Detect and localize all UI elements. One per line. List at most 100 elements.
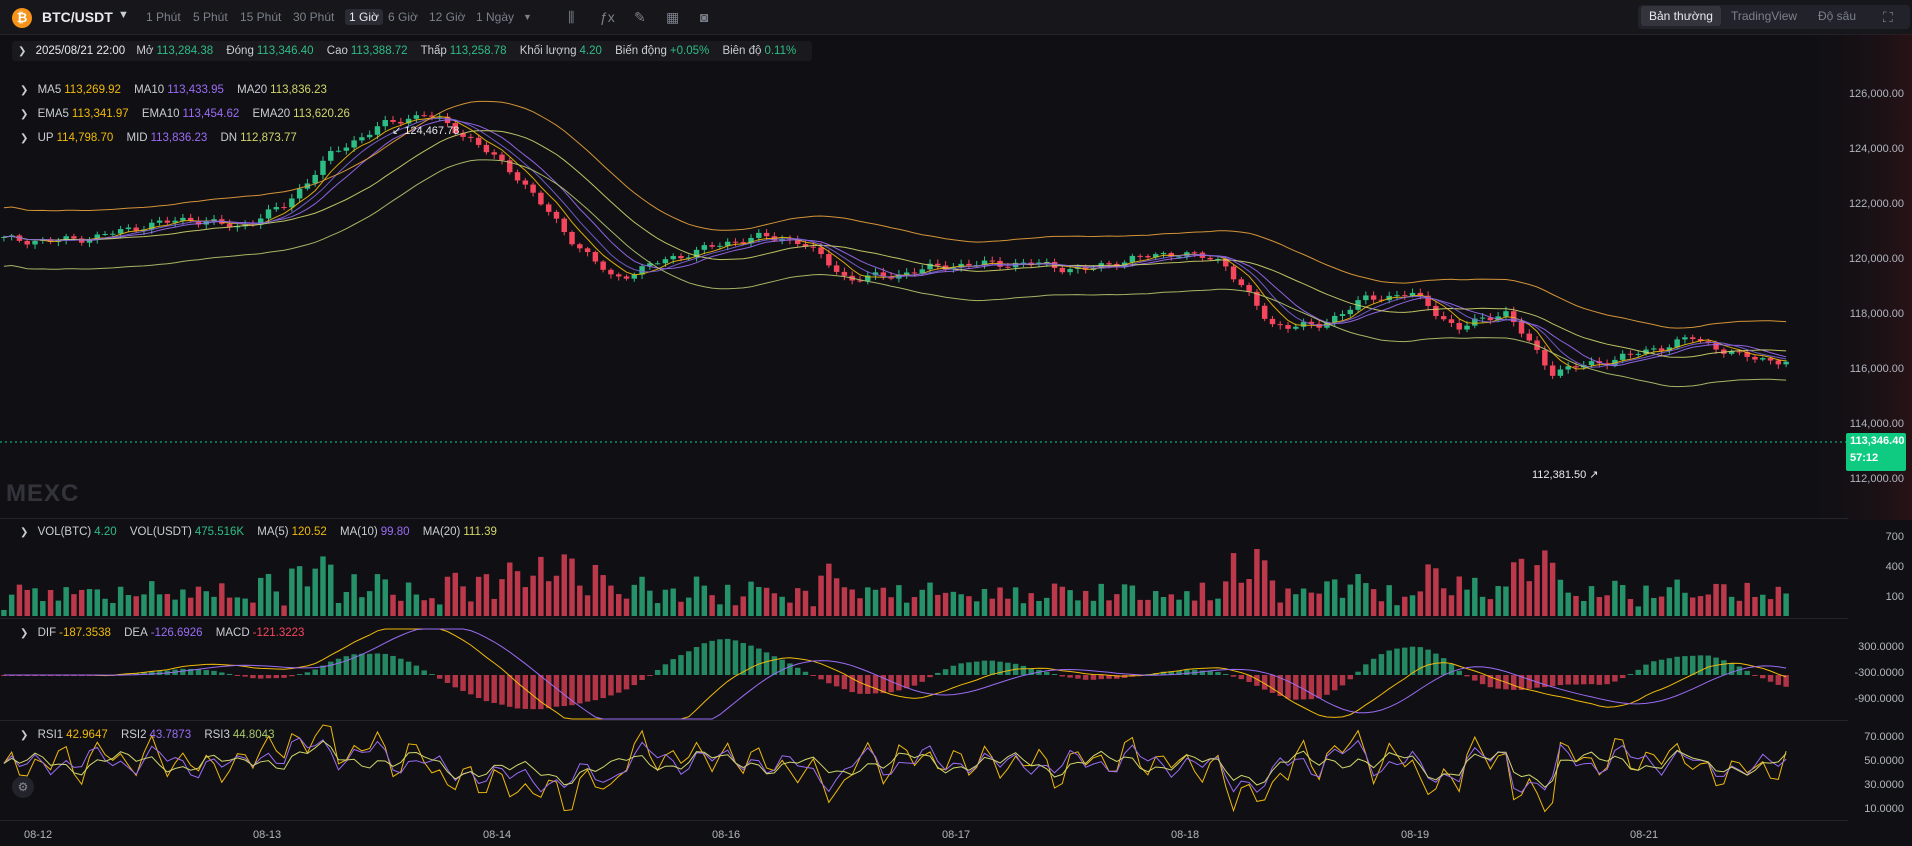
collapse-chevron-icon[interactable]: ❯ <box>20 730 29 741</box>
macd-bar <box>592 675 599 701</box>
time-axis-label: 08-19 <box>1401 829 1430 841</box>
collapse-chevron-icon[interactable]: ❯ <box>18 46 27 57</box>
timeframe-6h[interactable]: 6 Giờ <box>388 10 418 24</box>
pane-divider[interactable] <box>0 720 1848 721</box>
macd-bar <box>1028 668 1034 675</box>
volume-bar <box>1184 591 1190 616</box>
macd-bar <box>281 675 287 678</box>
macd-bar <box>623 675 630 690</box>
timeframe-15m[interactable]: 15 Phút <box>240 10 282 24</box>
candle-type-icon[interactable]: ⫼ <box>568 9 575 25</box>
macd-bar <box>1316 675 1322 699</box>
volume-bar <box>1 610 7 616</box>
macd-bar <box>429 674 435 675</box>
pane-divider[interactable] <box>0 518 1848 519</box>
volume-bar <box>195 586 202 616</box>
rsi-axis-label: 10.0000 <box>1864 803 1904 815</box>
macd-bar <box>608 675 614 696</box>
candle-body <box>1783 361 1789 365</box>
price-axis-label: 124,000.00 <box>1848 143 1904 155</box>
macd-bar <box>335 658 342 675</box>
macd-bar <box>265 675 272 679</box>
collapse-chevron-icon[interactable]: ❯ <box>20 109 29 120</box>
volume-bar <box>639 576 645 616</box>
volume-bar <box>584 595 591 616</box>
pane-divider[interactable] <box>0 618 1848 619</box>
rsi-axis-label: 30.0000 <box>1864 779 1904 791</box>
ema10-label: EMA10 <box>141 108 180 120</box>
pair-dropdown-icon[interactable]: ▼ <box>118 9 129 21</box>
dif-line <box>3 628 1787 720</box>
volume-bar <box>312 568 318 616</box>
candle-body <box>779 239 785 241</box>
volume-label: Khối lượng <box>519 45 577 57</box>
volume-bar <box>351 574 357 616</box>
collapse-chevron-icon[interactable]: ❯ <box>20 628 29 639</box>
price-axis-label: 122,000.00 <box>1848 198 1904 210</box>
volume-bar <box>647 590 653 616</box>
volume-bar <box>211 596 217 616</box>
boll-dn-label: DN <box>220 132 238 144</box>
candle-body <box>1557 369 1564 376</box>
candle-body <box>78 238 85 243</box>
camera-icon[interactable]: ◙ <box>700 9 709 25</box>
boll-dn-line <box>3 159 1787 388</box>
vol-ma10-value: 99.80 <box>380 526 410 538</box>
volume-bar <box>989 598 996 616</box>
macd-bar <box>1402 647 1408 675</box>
rsi-legend: ❯ RSI1 42.9647 RSI2 43.7873 RSI3 44.8043 <box>20 729 284 741</box>
macd-bar <box>1604 675 1610 685</box>
macd-bar <box>1596 675 1603 685</box>
candle-body <box>1503 311 1509 317</box>
volume-bar <box>1417 591 1424 616</box>
macd-axis-label: -300.0000 <box>1854 667 1904 679</box>
macd-bar <box>997 661 1003 675</box>
macd-bar <box>1643 664 1649 675</box>
chart-canvas[interactable] <box>0 34 1912 846</box>
candle-body <box>468 136 474 138</box>
chart-settings-icon[interactable]: ⚙ <box>12 776 34 798</box>
collapse-chevron-icon[interactable]: ❯ <box>20 527 29 538</box>
pane-divider[interactable] <box>0 820 1848 821</box>
time-axis-label: 08-13 <box>253 829 282 841</box>
volume-bar <box>686 597 692 616</box>
volume-bar <box>1152 591 1159 616</box>
macd-bar <box>1472 675 1478 681</box>
layout-grid-icon[interactable]: ▦ <box>666 9 680 25</box>
macd-bar <box>584 675 591 702</box>
collapse-chevron-icon[interactable]: ❯ <box>20 133 29 144</box>
trading-pair[interactable]: BTC/USDT <box>42 9 113 25</box>
timeframe-1d[interactable]: 1 Ngày <box>476 10 515 24</box>
collapse-chevron-icon[interactable]: ❯ <box>20 85 29 96</box>
candle-body <box>1246 285 1252 292</box>
macd-bar <box>507 675 513 707</box>
volume-bar <box>1713 583 1719 616</box>
mode-tradingview[interactable]: TradingView <box>1731 9 1798 23</box>
volume-bar <box>1557 579 1564 616</box>
mode-depth[interactable]: Độ sâu <box>1818 9 1857 23</box>
volume-bar <box>47 589 54 616</box>
timeframe-30m[interactable]: 30 Phút <box>293 10 335 24</box>
timeframe-12h[interactable]: 12 Giờ <box>429 10 466 24</box>
time-axis-label: 08-16 <box>712 829 741 841</box>
timeframe-dropdown-icon[interactable]: ▼ <box>523 12 532 22</box>
draw-pen-icon[interactable]: ✎ <box>634 9 646 25</box>
candle-body <box>1448 319 1455 323</box>
timeframe-1h[interactable]: 1 Giờ <box>345 9 383 25</box>
volume-bar <box>133 596 139 616</box>
volume-bar <box>1145 599 1151 616</box>
macd-bar <box>545 675 552 709</box>
indicator-icon[interactable]: ƒx <box>600 9 615 25</box>
candle-body <box>257 218 264 225</box>
candle-body <box>1464 325 1470 330</box>
timeframe-1m[interactable]: 1 Phút <box>146 10 181 24</box>
low-label: Thấp <box>420 45 447 57</box>
candle-body <box>647 263 653 267</box>
macd-bar <box>896 675 902 691</box>
volume-legend: ❯ VOL(BTC) 4.20 VOL(USDT) 475.516K MA(5) 12… <box>20 526 507 538</box>
fullscreen-icon[interactable]: ⛶ <box>1883 9 1893 25</box>
macd-histogram <box>1 628 1789 720</box>
volume-bar <box>1067 590 1073 616</box>
mode-basic[interactable]: Bản thường <box>1641 6 1721 26</box>
timeframe-5m[interactable]: 5 Phút <box>193 10 228 24</box>
